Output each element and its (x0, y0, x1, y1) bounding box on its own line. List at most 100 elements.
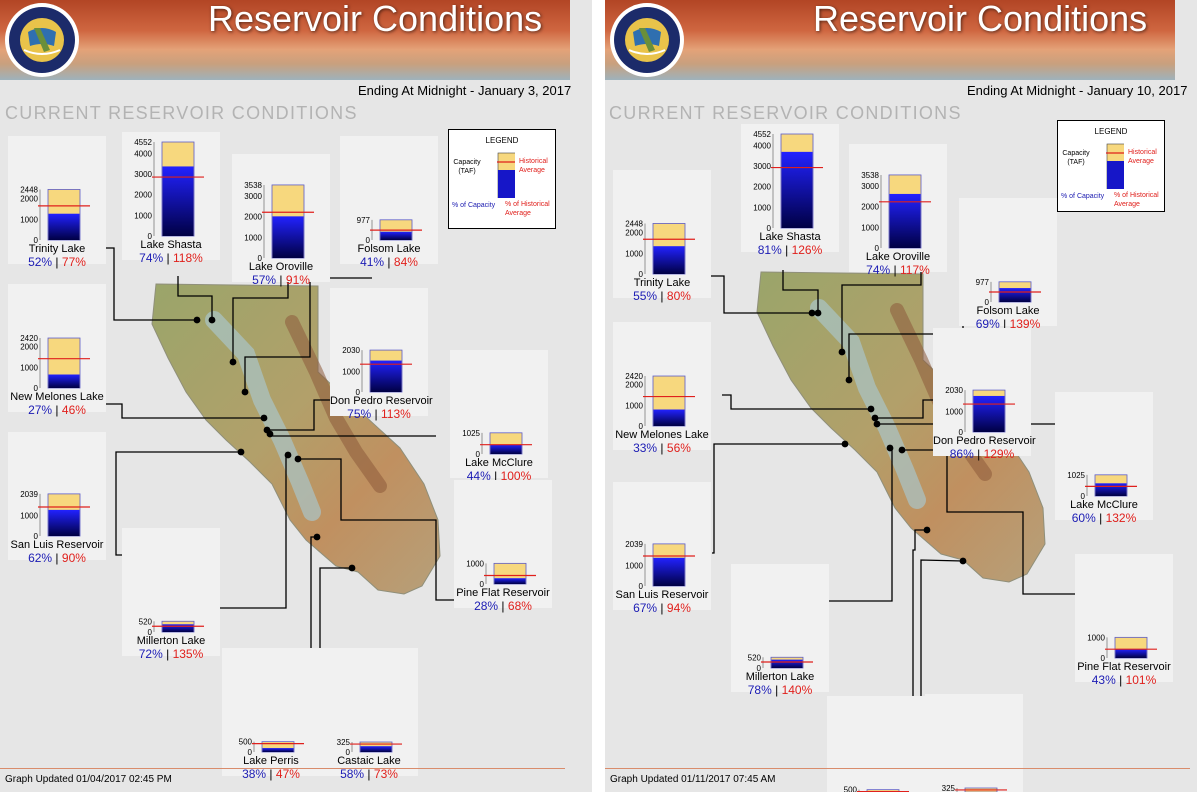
reservoir-name: Millerton Lake (136, 635, 206, 647)
storage-bar (490, 444, 522, 454)
y-tick-label: 0 (258, 254, 263, 263)
storage-bar (494, 578, 526, 584)
reservoir-percentages: 69% | 139% (959, 317, 1057, 331)
reservoir-name: Pine Flat Reservoir (1077, 661, 1171, 673)
legend-capacity-label: Capacity (TAF) (1062, 150, 1090, 166)
y-tick-label: 3538 (861, 171, 879, 180)
reservoir-lake-mcclure: 0 1025 Lake McClure 44% | 100% (450, 350, 548, 483)
reservoir-name: Folsom Lake (357, 243, 421, 255)
y-tick-label: 1000 (466, 559, 484, 568)
reservoir-trinity-lake: 0 1000 2000 2448 Trinity Lake 55% | 80% (613, 170, 711, 303)
reservoir-bar-chart: 0 1000 2000 3000 3538 (244, 181, 314, 263)
reservoir-percentages: 74% | 118% (122, 251, 220, 265)
reservoir-card-bg (925, 694, 1023, 792)
reservoir-trinity-lake: 0 1000 2000 2448 Trinity Lake 52% | 77% (8, 136, 106, 269)
pct-of-capacity: 43% (1091, 673, 1116, 687)
pct-of-historical-average: 80% (666, 289, 691, 303)
pct-separator: | (890, 263, 900, 277)
pct-of-historical-average: 101% (1125, 673, 1157, 687)
pct-of-historical-average: 68% (507, 599, 532, 613)
legend-sample-bar (497, 152, 515, 198)
y-tick-label: 2000 (861, 203, 879, 212)
y-tick-label: 2420 (625, 372, 643, 381)
reservoir-name: San Luis Reservoir (10, 539, 104, 551)
y-axis-ticks: 0 977 (976, 278, 990, 307)
y-tick-label: 3538 (244, 181, 262, 190)
reservoir-lake-mcclure: 0 1025 Lake McClure 60% | 132% (1055, 392, 1153, 525)
reservoir-percentages: 78% | 140% (731, 683, 829, 697)
date-subtitle: Ending At Midnight - January 10, 2017 (967, 83, 1188, 98)
y-tick-label: 2000 (20, 343, 38, 352)
reservoir-percentages: 52% | 77% (8, 255, 106, 269)
reservoir-name: Trinity Lake (633, 277, 691, 289)
page-title: Reservoir Conditions (208, 0, 543, 39)
y-tick-label: 4000 (134, 149, 152, 158)
storage-bar (162, 166, 194, 236)
pct-of-historical-average: 84% (393, 255, 418, 269)
y-tick-label: 3000 (134, 170, 152, 179)
pct-of-capacity: 60% (1071, 511, 1096, 525)
y-tick-label: 0 (985, 298, 990, 307)
reservoir-name: San Luis Reservoir (615, 589, 709, 601)
legend-title: LEGEND (1094, 127, 1128, 136)
pct-of-historical-average: 77% (61, 255, 86, 269)
pct-of-historical-average: 140% (781, 683, 813, 697)
y-tick-label: 0 (34, 384, 39, 393)
footer-divider (605, 768, 1190, 769)
reservoir-bar-chart: 0 977 (976, 278, 1041, 307)
reservoir-name: Lake McClure (1070, 499, 1138, 511)
pct-of-capacity: 27% (28, 403, 53, 417)
reservoir-pine-flat-reservoir: 0 1000 Pine Flat Reservoir 28% | 68% (454, 480, 552, 613)
pct-of-historical-average: 46% (61, 403, 86, 417)
reservoir-card-bg (959, 198, 1057, 326)
y-tick-label: 2420 (20, 334, 38, 343)
y-tick-label: 1025 (462, 429, 480, 438)
storage-bar (889, 193, 921, 248)
reservoir-percentages: 28% | 68% (454, 599, 552, 613)
reservoir-card-bg (454, 480, 552, 608)
pct-separator: | (266, 767, 276, 781)
reservoir-millerton-lake: 0 520 Millerton Lake 72% | 135% (122, 528, 220, 661)
legend-historical-average-label: Historical Average (1128, 149, 1157, 165)
dwr-seal-logo (610, 3, 684, 77)
storage-bar (48, 213, 80, 240)
pct-of-capacity: 78% (747, 683, 772, 697)
panel-separator (594, 0, 603, 792)
y-axis-ticks: 0 1025 (462, 429, 480, 459)
pct-separator: | (52, 403, 62, 417)
pct-of-capacity: 67% (633, 601, 658, 615)
y-tick-label: 0 (639, 582, 644, 591)
pct-separator: | (657, 601, 667, 615)
y-tick-label: 0 (476, 450, 481, 459)
legend-pct-capacity-label: % of Capacity (1061, 193, 1105, 200)
y-axis-ticks: 0 1000 2030 (342, 346, 360, 397)
reservoir-don-pedro-reservoir: 0 1000 2030 Don Pedro Reservoir 75% | 113% (330, 288, 433, 421)
reservoir-bar-chart: 0 1000 2039 (20, 490, 90, 541)
section-title: CURRENT RESERVOIR CONDITIONS (5, 103, 358, 123)
pct-separator: | (163, 251, 173, 265)
reservoir-bar-chart: 0 1000 2039 (625, 540, 695, 591)
storage-bar (771, 659, 803, 668)
y-tick-label: 1000 (861, 223, 879, 232)
reservoir-san-luis-reservoir: 0 1000 2039 San Luis Reservoir 62% | 90% (8, 432, 106, 565)
storage-bar (653, 557, 685, 586)
y-tick-label: 1000 (134, 211, 152, 220)
y-tick-label: 2039 (20, 490, 38, 499)
reservoir-card-bg (222, 648, 320, 776)
y-tick-label: 2000 (134, 191, 152, 200)
reservoir-bar-chart: 0 977 (357, 216, 422, 245)
report-panel-january-10: Reservoir Conditions Ending At Midnight -… (605, 0, 1197, 792)
pct-of-historical-average: 139% (1009, 317, 1041, 331)
storage-bar (370, 360, 402, 392)
pct-separator: | (52, 255, 62, 269)
y-tick-label: 2000 (244, 213, 262, 222)
page-title: Reservoir Conditions (813, 0, 1148, 39)
pct-of-capacity: 86% (949, 447, 974, 461)
reservoir-percentages: 33% | 56% (613, 441, 711, 455)
y-tick-label: 2000 (753, 183, 771, 192)
y-tick-label: 0 (1081, 492, 1086, 501)
storage-bar (380, 231, 412, 240)
